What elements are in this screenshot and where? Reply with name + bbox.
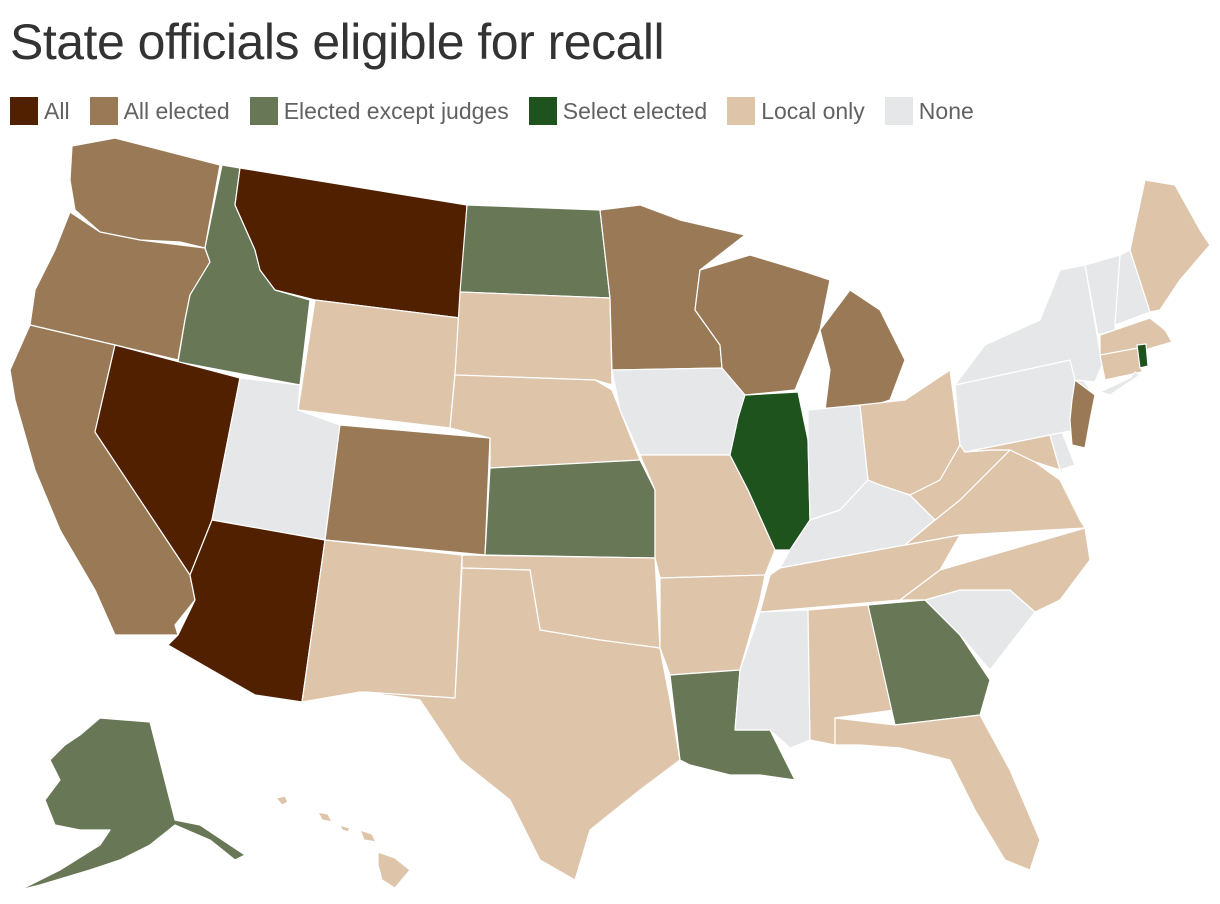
state-maine[interactable]	[1129, 179, 1211, 313]
state-south-dakota[interactable]	[454, 291, 613, 386]
legend: All All elected Elected except judges Se…	[10, 97, 994, 125]
state-connecticut[interactable]	[1099, 347, 1143, 381]
state-wyoming[interactable]	[297, 299, 461, 429]
state-texas[interactable]	[364, 567, 681, 881]
legend-label: None	[918, 98, 974, 124]
legend-swatch	[89, 97, 118, 125]
state-hawaii[interactable]	[275, 795, 411, 889]
legend-label: Select elected	[562, 98, 708, 124]
state-tennessee[interactable]	[759, 534, 961, 613]
state-new-york[interactable]	[954, 264, 1103, 386]
legend-swatch	[884, 97, 913, 125]
long-island	[1099, 371, 1141, 396]
state-alaska[interactable]	[19, 717, 246, 891]
legend-item-select-elected: Select elected	[528, 97, 708, 125]
legend-item-elected-except-judges: Elected except judges	[249, 97, 509, 125]
state-kansas[interactable]	[484, 459, 656, 559]
state-michigan[interactable]	[819, 289, 906, 411]
state-north-carolina[interactable]	[899, 527, 1091, 613]
chart-title: State officials eligible for recall	[10, 14, 665, 70]
state-north-dakota[interactable]	[459, 204, 611, 299]
legend-swatch	[249, 97, 278, 125]
legend-label: All elected	[123, 98, 230, 124]
state-florida[interactable]	[834, 714, 1041, 871]
legend-label: Elected except judges	[283, 98, 509, 124]
state-washington[interactable]	[69, 137, 221, 249]
state-rhode-island[interactable]	[1136, 343, 1149, 369]
legend-item-none: None	[884, 97, 974, 125]
state-colorado[interactable]	[324, 424, 491, 556]
legend-swatch	[727, 97, 756, 125]
us-map	[9, 137, 1211, 891]
legend-item-all: All	[10, 97, 70, 125]
legend-item-local-only: Local only	[727, 97, 865, 125]
legend-swatch	[10, 97, 38, 125]
legend-label: All	[44, 98, 70, 124]
legend-label: Local only	[761, 98, 865, 124]
state-wisconsin[interactable]	[694, 254, 831, 396]
legend-item-all-elected: All elected	[89, 97, 230, 125]
state-new-mexico[interactable]	[301, 539, 463, 703]
state-illinois[interactable]	[729, 391, 811, 551]
state-new-jersey[interactable]	[1069, 379, 1096, 449]
legend-swatch	[528, 97, 557, 125]
